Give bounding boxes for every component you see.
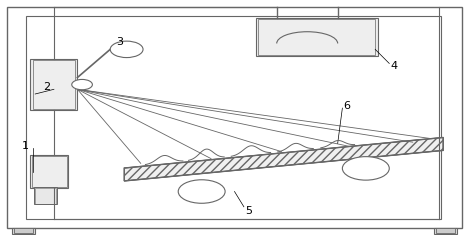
Circle shape [342, 157, 389, 180]
Bar [258, 19, 375, 55]
Bar [35, 188, 56, 204]
Bar [30, 59, 77, 110]
Bar [32, 156, 67, 187]
Bar [436, 228, 455, 233]
Polygon shape [12, 228, 35, 234]
Polygon shape [434, 228, 457, 234]
Circle shape [178, 180, 225, 203]
Bar [26, 16, 441, 219]
Bar [30, 155, 68, 188]
Bar [33, 60, 75, 109]
Circle shape [72, 79, 92, 90]
Text: 6: 6 [344, 101, 350, 111]
Bar [14, 228, 33, 233]
Text: 2: 2 [43, 82, 51, 92]
Bar [256, 18, 378, 56]
Text: 1: 1 [23, 141, 29, 151]
Polygon shape [124, 137, 443, 181]
Text: 4: 4 [390, 61, 398, 71]
Bar [34, 187, 57, 204]
Text: 3: 3 [116, 37, 123, 47]
Text: 5: 5 [245, 207, 252, 216]
Circle shape [110, 41, 143, 58]
